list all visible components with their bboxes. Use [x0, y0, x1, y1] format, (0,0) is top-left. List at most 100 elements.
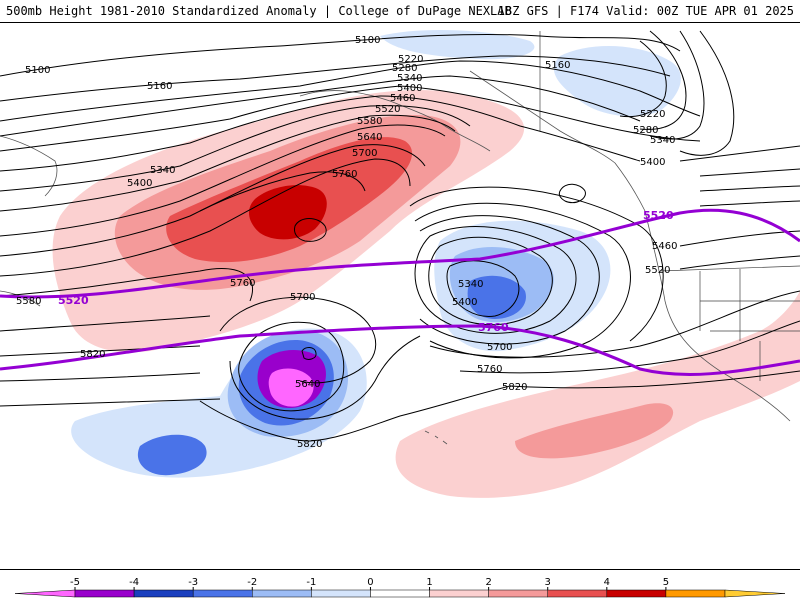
height-contours	[0, 30, 800, 442]
contour-label: 5160	[545, 60, 570, 71]
contour-label-layer: 5100 5100 5160 5160 5220 5220 5280 5280 …	[16, 35, 677, 450]
us-state-lines	[699, 269, 800, 381]
contour-5700-low	[219, 296, 377, 384]
colorbar-tick-label: 3	[545, 577, 551, 588]
contour-5340-alaska	[679, 30, 735, 156]
contour-5520-thick	[0, 208, 800, 299]
aleutian-alaska-coastline	[299, 90, 491, 152]
contour-label: 5400	[640, 157, 665, 168]
contour-label: 5100	[25, 65, 50, 76]
contour-label: 5520	[375, 104, 400, 115]
colorbar-swatch	[547, 589, 608, 598]
contour-label: 5400	[397, 83, 422, 94]
contour-label: 5340	[397, 73, 422, 84]
contour-5640-low	[238, 321, 345, 412]
negative-anomaly-shading	[71, 29, 681, 478]
contour-5460	[0, 105, 471, 192]
contour-label: 5640	[295, 379, 320, 390]
colorbar: -5 -4 -3 -2 -1 0 1 2 3 4 5	[0, 572, 800, 600]
contour-label: 5820	[502, 382, 527, 393]
contour-label: 5460	[652, 241, 677, 252]
contour-label: 5760	[332, 169, 357, 180]
anomaly-plus2-subtropics	[515, 403, 674, 459]
anomaly-minus3-west-pacific	[137, 434, 207, 476]
contour-small-low-2	[294, 218, 327, 242]
colorbar-swatch	[724, 589, 786, 598]
contour-5700	[0, 158, 411, 277]
colorbar-tick-label: -1	[306, 577, 316, 588]
colorbar-tick-label: -3	[188, 577, 198, 588]
contour-5400-east	[679, 145, 800, 162]
contour-label: 5700	[352, 148, 377, 159]
contour-tiny-low	[301, 347, 317, 360]
contour-5400-a	[0, 95, 641, 172]
colorbar-swatch	[192, 589, 253, 598]
contour-5220	[0, 60, 701, 122]
contour-label: 5280	[633, 125, 658, 136]
colorbar-swatch	[133, 589, 194, 598]
contour-5520-gulf	[419, 215, 600, 345]
contour-5640	[0, 144, 426, 257]
contour-5460-east	[679, 230, 800, 247]
contour-5760-a	[0, 171, 366, 302]
colorbar-tick-label: 4	[604, 577, 610, 588]
contour-5760-low	[229, 335, 421, 420]
colorbar-tick-label: -2	[247, 577, 257, 588]
contour-label: 5580	[16, 296, 41, 307]
colorbar-tick-label: 1	[426, 577, 432, 588]
contour-label: 5760	[230, 278, 255, 289]
contour-5220-alaska	[639, 30, 687, 130]
contour-small-low	[558, 183, 586, 204]
contour-label: 5220	[398, 54, 423, 65]
colorbar-swatch	[14, 589, 76, 598]
header: 500mb Height 1981-2010 Standardized Anom…	[0, 0, 800, 22]
contour-label: 5760	[477, 364, 502, 375]
contour-5640-gulf	[409, 186, 664, 342]
anomaly-plus4-north-pacific	[248, 185, 327, 240]
contour-label: 5820	[80, 349, 105, 360]
colorbar-ticks: -5 -4 -3 -2 -1 0 1 2 3 4 5	[70, 577, 669, 590]
contour-label: 5340	[150, 165, 175, 176]
anomaly-plus1-subtropics	[395, 291, 800, 498]
anomaly-minus5-central-pacific	[268, 368, 314, 407]
contour-label: 5580	[357, 116, 382, 127]
contour-east-stack-3	[699, 200, 800, 207]
colorbar-swatch	[252, 589, 312, 598]
colorbar-tick-label: -4	[129, 577, 139, 588]
contour-east-stack-2	[699, 185, 800, 192]
contour-label: 5700	[487, 342, 512, 353]
contour-5160-alaska	[619, 40, 667, 118]
anomaly-minus1-gulf-coast	[380, 29, 535, 60]
model-valid-time: 18Z GFS | F174 Valid: 00Z TUE APR 01 202…	[497, 4, 794, 18]
thick-contour-label: 5760	[478, 321, 509, 334]
contour-5100	[0, 33, 681, 77]
contour-label: 5160	[147, 81, 172, 92]
colorbar-tick-label: 0	[367, 577, 373, 588]
colorbar-tick-label: -5	[70, 577, 80, 588]
contour-5820-east	[509, 370, 800, 389]
colorbar-tick-label: 5	[663, 577, 669, 588]
contour-label: 5400	[452, 297, 477, 308]
contour-label: 5700	[290, 292, 315, 303]
contour-5700-east	[429, 290, 800, 358]
colorbar-swatches	[14, 589, 786, 598]
contour-5340-a	[0, 85, 701, 152]
siberia-coastline	[0, 135, 58, 307]
borders	[539, 31, 800, 381]
north-america-coastline	[644, 210, 791, 422]
contour-label: 5460	[390, 93, 415, 104]
contour-label: 5340	[650, 135, 675, 146]
contour-5820-a	[0, 315, 211, 332]
colorbar-swatch	[665, 589, 726, 598]
contour-5160	[0, 55, 671, 102]
contour-east-stack-1	[699, 168, 800, 177]
colorbar-svg: -5 -4 -3 -2 -1 0 1 2 3 4 5	[14, 577, 786, 598]
colorbar-swatch	[370, 589, 430, 598]
contour-label: 5220	[640, 109, 665, 120]
colorbar-swatch	[488, 589, 548, 598]
map-canvas: 5100 5100 5160 5160 5220 5220 5280 5280 …	[0, 29, 800, 498]
anomaly-map[interactable]: 5100 5100 5160 5160 5220 5220 5280 5280 …	[0, 22, 800, 570]
contour-5820-low	[199, 385, 511, 442]
contour-5520-east	[679, 255, 800, 270]
colorbar-swatch	[606, 589, 667, 598]
